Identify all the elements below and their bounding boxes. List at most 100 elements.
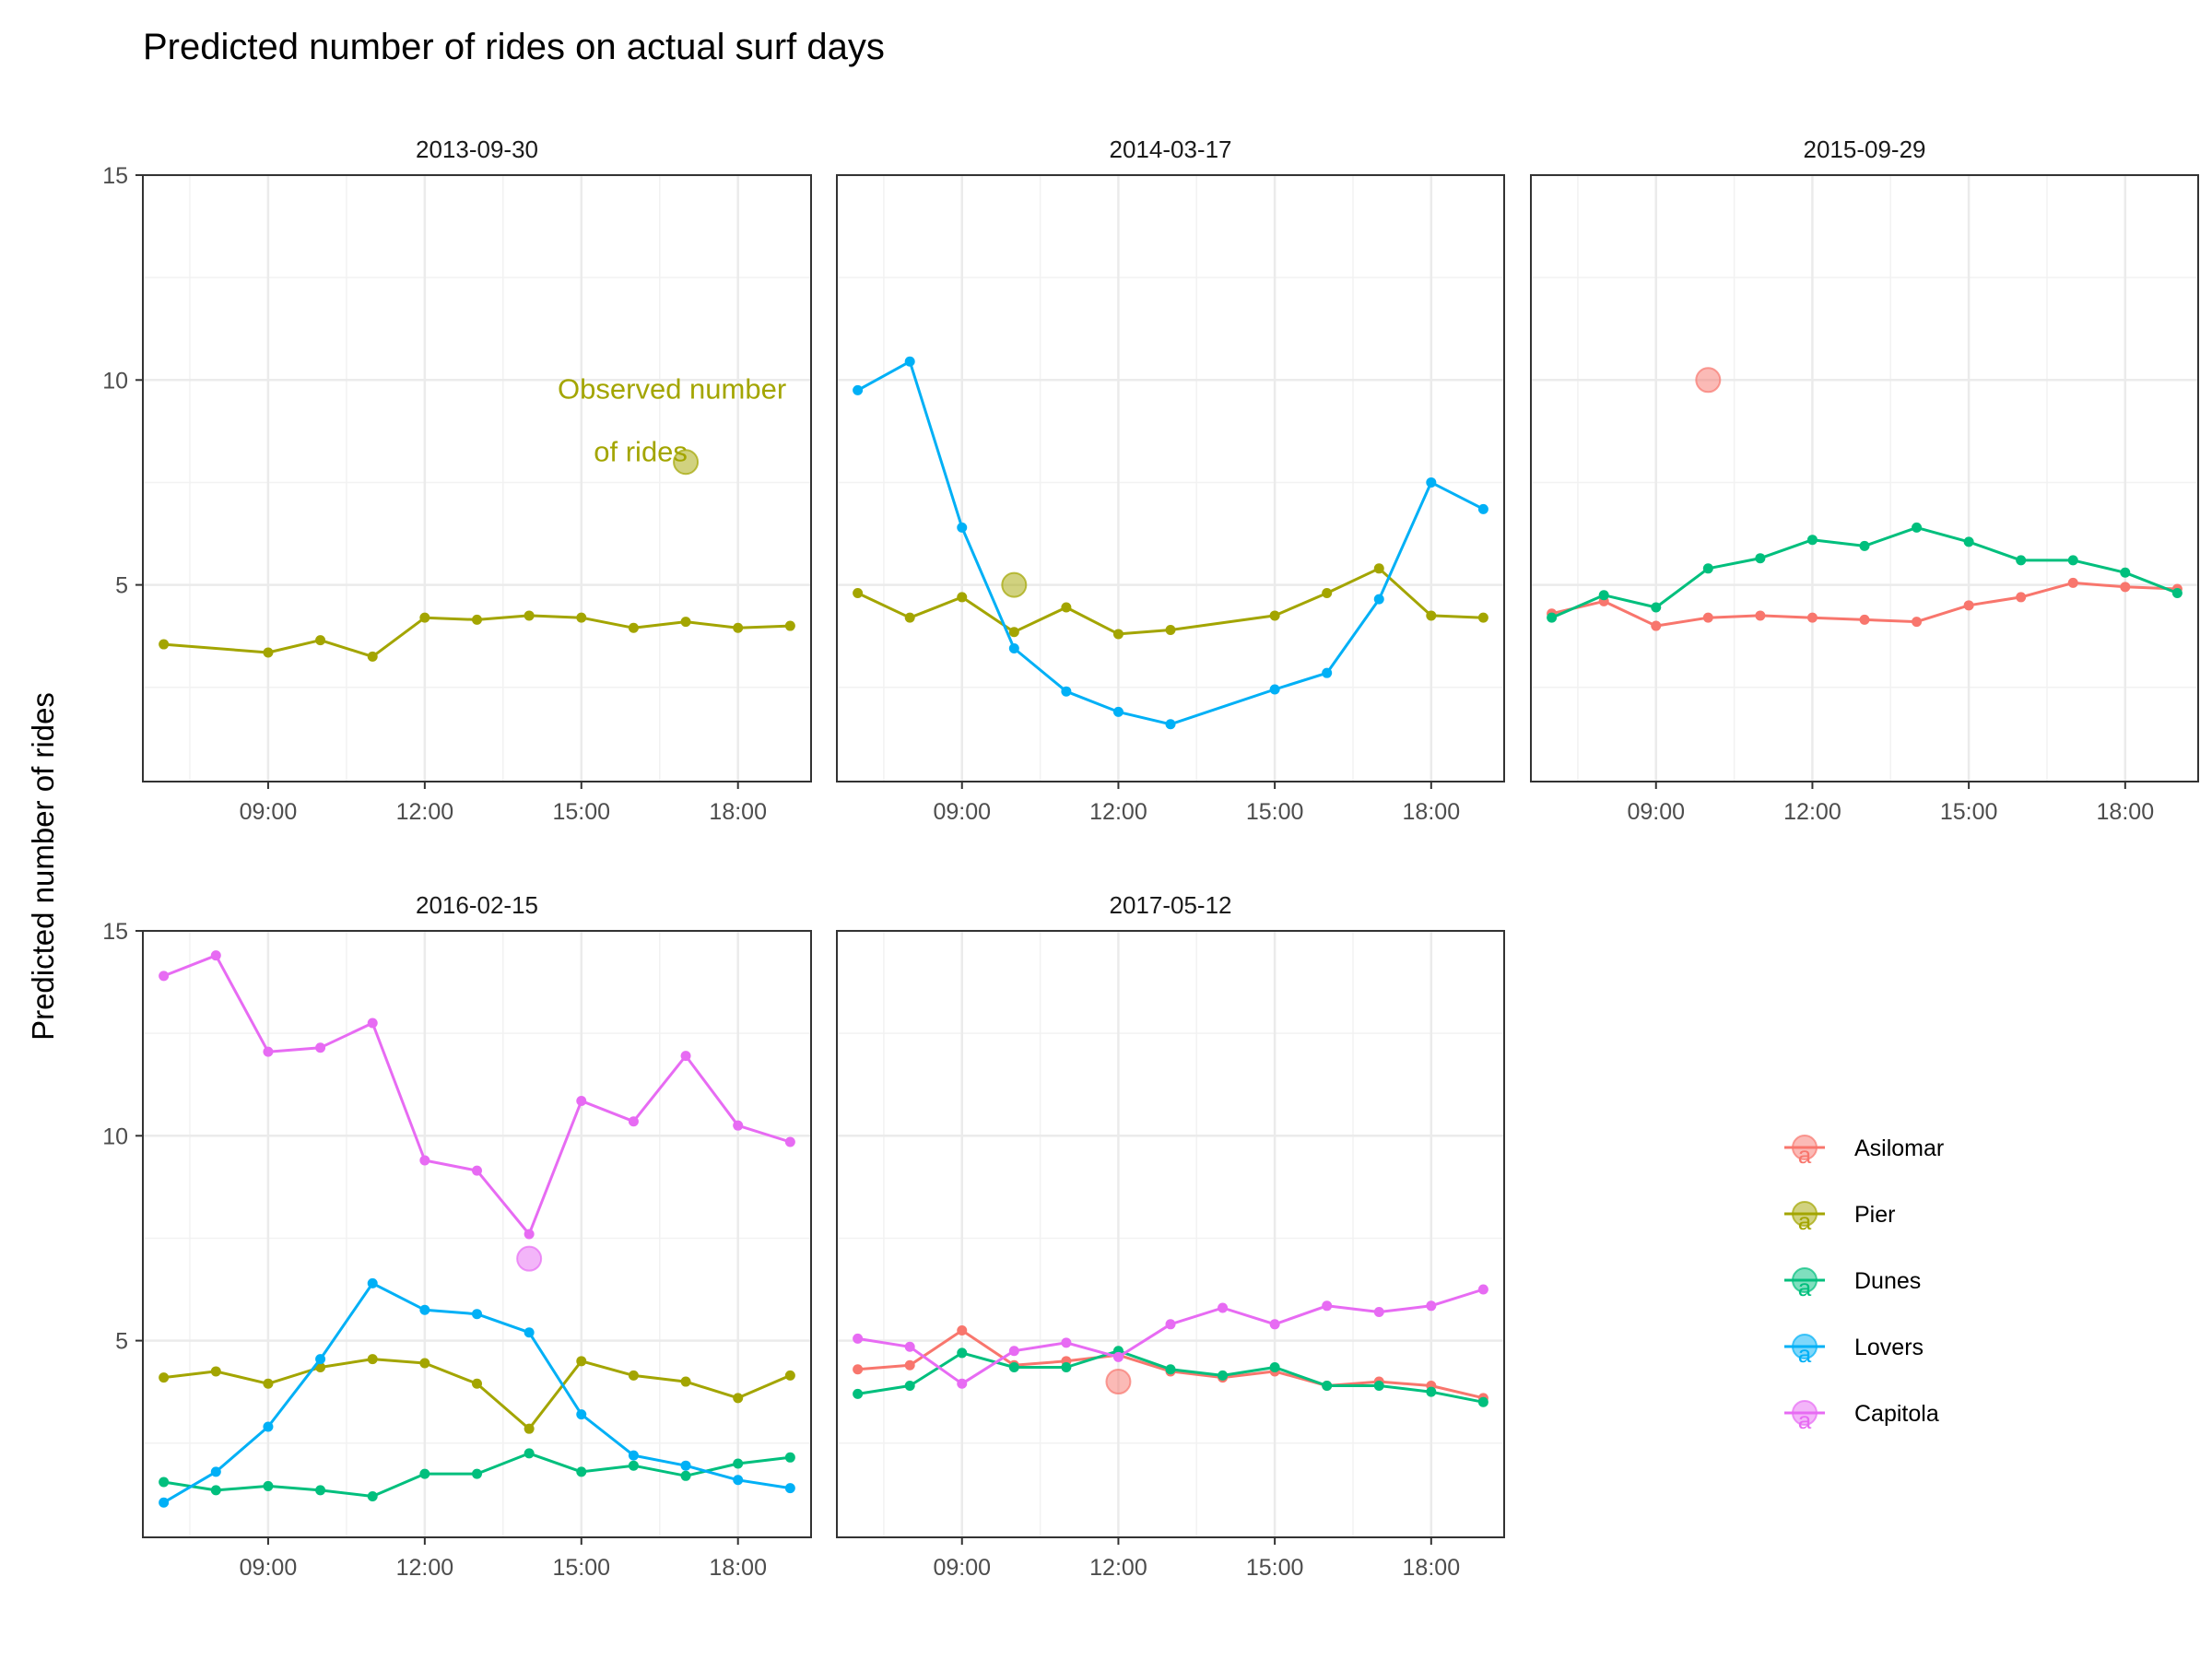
data-point-dunes <box>957 1347 968 1359</box>
x-tick-label: 09:00 <box>1627 799 1685 825</box>
data-point-lovers <box>904 356 915 367</box>
data-point-dunes <box>1218 1370 1229 1381</box>
data-point-dunes <box>472 1468 482 1479</box>
y-axis-label: Predicted number of rides <box>26 692 60 1041</box>
data-point-pier <box>733 622 744 633</box>
data-point-capitola <box>1165 1319 1176 1330</box>
data-point-pier <box>419 1358 430 1369</box>
legend-item-capitola: a Capitola <box>1784 1400 1939 1434</box>
panel-strip-label: 2015-09-29 <box>1804 135 1926 163</box>
data-point-pier <box>472 1378 482 1389</box>
legend-label: Asilomar <box>1854 1135 1944 1161</box>
data-point-pier <box>263 1378 274 1389</box>
legend-key-glyph: a <box>1798 1207 1812 1235</box>
data-point-asilomar <box>904 1359 915 1371</box>
legend-label: Pier <box>1854 1202 1895 1228</box>
annotation-text: Observed number <box>558 372 786 405</box>
data-point-pier <box>315 635 326 646</box>
legend-item-pier: a Pier <box>1784 1201 1895 1235</box>
data-point-dunes <box>1165 1364 1176 1375</box>
x-tick-label: 12:00 <box>1089 799 1147 825</box>
data-point-capitola <box>1426 1300 1437 1312</box>
x-tick-label: 09:00 <box>933 799 991 825</box>
data-point-pier <box>367 651 378 662</box>
data-point-dunes <box>210 1485 221 1496</box>
data-point-dunes <box>2067 555 2078 566</box>
y-tick-label: 15 <box>102 163 128 189</box>
observed-point-capitola <box>516 1245 543 1272</box>
data-point-asilomar <box>2067 577 2078 588</box>
data-point-asilomar <box>957 1324 968 1335</box>
data-point-capitola <box>1008 1346 1019 1357</box>
data-point-lovers <box>263 1421 274 1432</box>
data-point-capitola <box>159 971 170 982</box>
data-point-dunes <box>2120 567 2131 578</box>
data-point-dunes <box>524 1448 535 1459</box>
x-tick-label: 12:00 <box>1089 1555 1147 1581</box>
data-point-asilomar <box>1651 620 1662 631</box>
data-point-pier <box>524 610 535 621</box>
x-tick-label: 09:00 <box>933 1555 991 1581</box>
data-point-capitola <box>957 1378 968 1389</box>
data-point-asilomar <box>2120 582 2131 593</box>
data-point-lovers <box>419 1304 430 1315</box>
data-point-pier <box>1322 587 1333 598</box>
chart-title: Predicted number of rides on actual surf… <box>143 27 885 67</box>
data-point-lovers <box>576 1409 587 1420</box>
x-tick-label: 15:00 <box>1246 1555 1304 1581</box>
panel-background <box>143 175 811 782</box>
observed-point-asilomar <box>1105 1369 1132 1395</box>
data-point-capitola <box>367 1018 378 1029</box>
panel-2017-05-12: 2017-05-12 09:00 12:00 15:00 18:00 <box>836 891 1505 1581</box>
observed-point-pier <box>1001 571 1028 598</box>
data-point-capitola <box>1477 1284 1488 1295</box>
data-point-asilomar <box>1702 612 1713 623</box>
x-tick-label: 15:00 <box>553 799 611 825</box>
data-point-asilomar <box>853 1364 864 1375</box>
data-point-capitola <box>1373 1306 1384 1317</box>
data-point-pier <box>628 622 639 633</box>
data-point-lovers <box>367 1277 378 1288</box>
panel-2016-02-15: 2016-02-15 5 10 15 09:00 12:00 15:00 18:00 <box>102 891 812 1581</box>
data-point-capitola <box>1061 1337 1072 1348</box>
data-point-lovers <box>1373 594 1384 605</box>
data-point-lovers <box>1061 686 1072 697</box>
y-tick-label: 10 <box>102 368 128 394</box>
data-point-capitola <box>315 1042 326 1053</box>
x-tick-label: 18:00 <box>2097 799 2155 825</box>
data-point-asilomar <box>1912 617 1923 628</box>
panel-background <box>1531 175 2198 782</box>
data-point-lovers <box>1112 706 1124 717</box>
data-point-pier <box>159 639 170 650</box>
data-point-dunes <box>1755 553 1766 564</box>
data-point-pier <box>680 617 691 628</box>
x-tick-label: 18:00 <box>709 1555 767 1581</box>
data-point-capitola <box>1112 1351 1124 1362</box>
data-point-lovers <box>733 1475 744 1486</box>
data-point-dunes <box>576 1466 587 1477</box>
data-point-lovers <box>957 522 968 533</box>
data-point-dunes <box>1008 1361 1019 1372</box>
data-point-pier <box>784 1370 795 1381</box>
data-point-capitola <box>680 1051 691 1062</box>
data-point-dunes <box>263 1480 274 1491</box>
data-point-pier <box>1112 629 1124 640</box>
data-point-dunes <box>1269 1361 1280 1372</box>
panel-strip-label: 2017-05-12 <box>1110 891 1232 919</box>
data-point-capitola <box>419 1155 430 1166</box>
panel-strip-label: 2016-02-15 <box>416 891 538 919</box>
data-point-capitola <box>733 1120 744 1131</box>
data-point-dunes <box>1547 612 1558 623</box>
x-tick-label: 15:00 <box>553 1555 611 1581</box>
data-point-dunes <box>419 1468 430 1479</box>
legend-key-point <box>1792 1135 1818 1160</box>
data-point-pier <box>628 1370 639 1381</box>
data-point-pier <box>524 1423 535 1434</box>
panel-2014-03-17: 2014-03-17 09:00 12:00 15:00 18:00 <box>836 135 1505 825</box>
data-point-asilomar <box>1755 610 1766 621</box>
data-point-pier <box>315 1361 326 1372</box>
data-point-pier <box>263 647 274 658</box>
series-line-pier <box>856 567 1484 636</box>
observed-point-asilomar <box>1695 367 1722 394</box>
data-point-dunes <box>1963 536 1974 547</box>
